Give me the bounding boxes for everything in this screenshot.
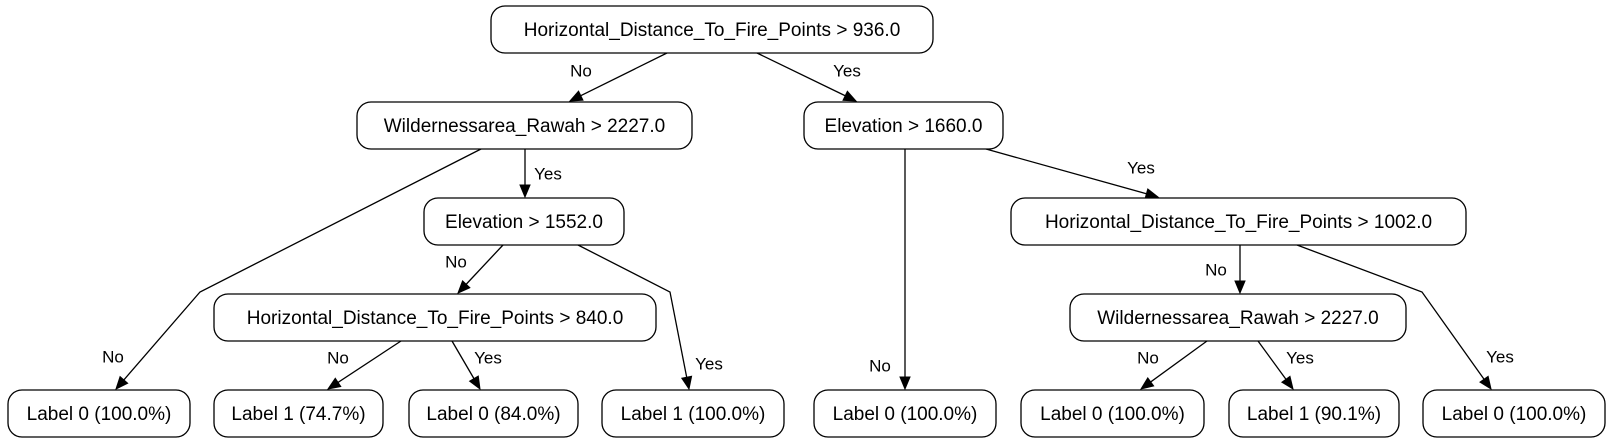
leaf-node-leaf3: Label 0 (84.0%): [408, 389, 579, 438]
node-box: [813, 389, 997, 438]
edge-root-to-n_wild1: No: [568, 52, 668, 102]
edge-line: [985, 148, 1147, 195]
split-condition: Wildernessarea_Rawah > 2227.0: [384, 116, 665, 137]
split-node-n_wild1: Wildernessarea_Rawah > 2227.0: [356, 101, 693, 150]
node-box: [7, 389, 191, 438]
arrowhead-icon: [115, 375, 129, 390]
edge-line: [451, 340, 475, 379]
leaf-label: Label 1 (74.7%): [231, 404, 365, 425]
arrowhead-icon: [568, 90, 584, 102]
split-node-n_wild2: Wildernessarea_Rawah > 2227.0: [1069, 293, 1407, 342]
arrowhead-icon: [519, 184, 531, 199]
edge-line: [756, 52, 846, 97]
arrowhead-icon: [899, 376, 911, 391]
edge-n_elev1552-to-leaf4: Yes: [577, 244, 723, 391]
edge-n_hd1002-to-leaf8: Yes: [1296, 244, 1514, 391]
edge-n_wild1-to-leaf1: No: [102, 148, 482, 390]
split-node-root: Horizontal_Distance_To_Fire_Points > 936…: [490, 5, 934, 54]
leaf-node-leaf8: Label 0 (100.0%): [1422, 389, 1606, 438]
arrowhead-icon: [326, 377, 342, 390]
leaf-label: Label 1 (90.1%): [1247, 404, 1381, 425]
arrowhead-icon: [1479, 375, 1492, 391]
split-node-n_elev1552: Elevation > 1552.0: [423, 197, 625, 246]
node-box: [601, 389, 785, 438]
edge-label: Yes: [1486, 348, 1514, 367]
edge-label: No: [327, 349, 349, 368]
edge-line: [1150, 340, 1208, 383]
edge-n_wild1-to-n_elev1552: Yes: [519, 149, 562, 199]
edge-line: [123, 148, 482, 381]
edge-n_hd840-to-leaf3: Yes: [451, 340, 502, 391]
node-box: [408, 389, 579, 438]
split-condition: Elevation > 1660.0: [825, 116, 983, 137]
edge-label: Yes: [1127, 159, 1155, 178]
node-box: [803, 101, 1004, 150]
leaf-label: Label 0 (84.0%): [426, 404, 560, 425]
node-box: [490, 5, 934, 54]
leaf-label: Label 0 (100.0%): [27, 404, 172, 425]
node-box: [213, 293, 657, 342]
node-box: [1228, 389, 1400, 438]
split-condition: Horizontal_Distance_To_Fire_Points > 840…: [247, 308, 624, 329]
edge-label: No: [102, 348, 124, 367]
node-box: [213, 389, 384, 438]
arrowhead-icon: [1139, 376, 1155, 390]
edge-label: Yes: [1286, 349, 1314, 368]
edge-n_elev1660-to-n_hd1002: Yes: [985, 148, 1160, 200]
leaf-node-leaf7: Label 1 (90.1%): [1228, 389, 1400, 438]
edge-line: [1257, 340, 1287, 380]
edge-n_hd1002-to-n_wild2: No: [1205, 245, 1246, 295]
split-condition: Horizontal_Distance_To_Fire_Points > 936…: [524, 20, 901, 41]
edge-line: [1296, 244, 1485, 380]
node-box: [1069, 293, 1407, 342]
split-node-n_hd840: Horizontal_Distance_To_Fire_Points > 840…: [213, 293, 657, 342]
split-condition: Elevation > 1552.0: [445, 212, 603, 233]
edge-label: Yes: [833, 62, 861, 81]
leaf-node-leaf5: Label 0 (100.0%): [813, 389, 997, 438]
edge-n_wild2-to-leaf6: No: [1137, 340, 1208, 390]
leaf-label: Label 0 (100.0%): [1442, 404, 1587, 425]
edge-label: Yes: [474, 349, 502, 368]
arrowhead-icon: [1144, 188, 1160, 200]
node-box: [1020, 389, 1205, 438]
edge-line: [580, 52, 668, 97]
arrowhead-icon: [842, 90, 858, 102]
edge-label: No: [1205, 261, 1227, 280]
leaf-label: Label 0 (100.0%): [1040, 404, 1185, 425]
node-box: [356, 101, 693, 150]
edge-n_elev1660-to-leaf5: No: [869, 149, 911, 391]
split-node-n_elev1660: Elevation > 1660.0: [803, 101, 1004, 150]
leaf-node-leaf4: Label 1 (100.0%): [601, 389, 785, 438]
leaf-label: Label 1 (100.0%): [621, 404, 766, 425]
leaf-node-leaf2: Label 1 (74.7%): [213, 389, 384, 438]
edge-line: [577, 244, 688, 378]
split-condition: Wildernessarea_Rawah > 2227.0: [1097, 308, 1378, 329]
edge-n_wild2-to-leaf7: Yes: [1257, 340, 1314, 391]
edge-label: No: [445, 253, 467, 272]
split-node-n_hd1002: Horizontal_Distance_To_Fire_Points > 100…: [1010, 197, 1467, 246]
edge-label: Yes: [695, 355, 723, 374]
edge-line: [337, 340, 402, 383]
edge-line: [465, 244, 504, 285]
edge-label: Yes: [534, 165, 562, 184]
edge-root-to-n_elev1660: Yes: [756, 52, 861, 102]
node-box: [423, 197, 625, 246]
edge-label: No: [1137, 349, 1159, 368]
node-box: [1010, 197, 1467, 246]
edge-label: No: [570, 62, 592, 81]
arrowhead-icon: [1234, 280, 1246, 295]
leaf-node-leaf6: Label 0 (100.0%): [1020, 389, 1205, 438]
edge-n_hd840-to-leaf2: No: [326, 340, 402, 390]
edge-n_elev1552-to-n_hd840: No: [445, 244, 504, 294]
arrowhead-icon: [457, 279, 471, 294]
arrowhead-icon: [680, 375, 693, 391]
arrowhead-icon: [468, 375, 481, 391]
split-condition: Horizontal_Distance_To_Fire_Points > 100…: [1045, 212, 1432, 233]
node-box: [1422, 389, 1606, 438]
leaf-label: Label 0 (100.0%): [833, 404, 978, 425]
edge-label: No: [869, 357, 891, 376]
arrowhead-icon: [1280, 375, 1294, 391]
leaf-node-leaf1: Label 0 (100.0%): [7, 389, 191, 438]
